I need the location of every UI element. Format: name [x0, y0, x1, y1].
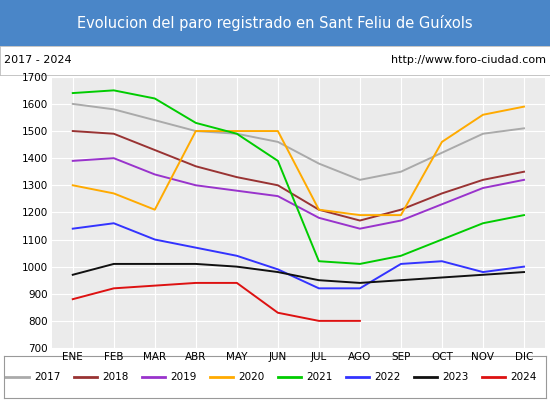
- Text: 2022: 2022: [375, 372, 401, 382]
- Text: 2020: 2020: [238, 372, 265, 382]
- Text: 2024: 2024: [510, 372, 537, 382]
- Text: 2021: 2021: [306, 372, 333, 382]
- Text: 2023: 2023: [442, 372, 469, 382]
- Text: 2019: 2019: [170, 372, 196, 382]
- Text: 2017: 2017: [34, 372, 60, 382]
- Text: http://www.foro-ciudad.com: http://www.foro-ciudad.com: [390, 55, 546, 65]
- Text: 2017 - 2024: 2017 - 2024: [4, 55, 72, 65]
- Text: 2018: 2018: [102, 372, 129, 382]
- Text: Evolucion del paro registrado en Sant Feliu de Guíxols: Evolucion del paro registrado en Sant Fe…: [77, 15, 473, 31]
